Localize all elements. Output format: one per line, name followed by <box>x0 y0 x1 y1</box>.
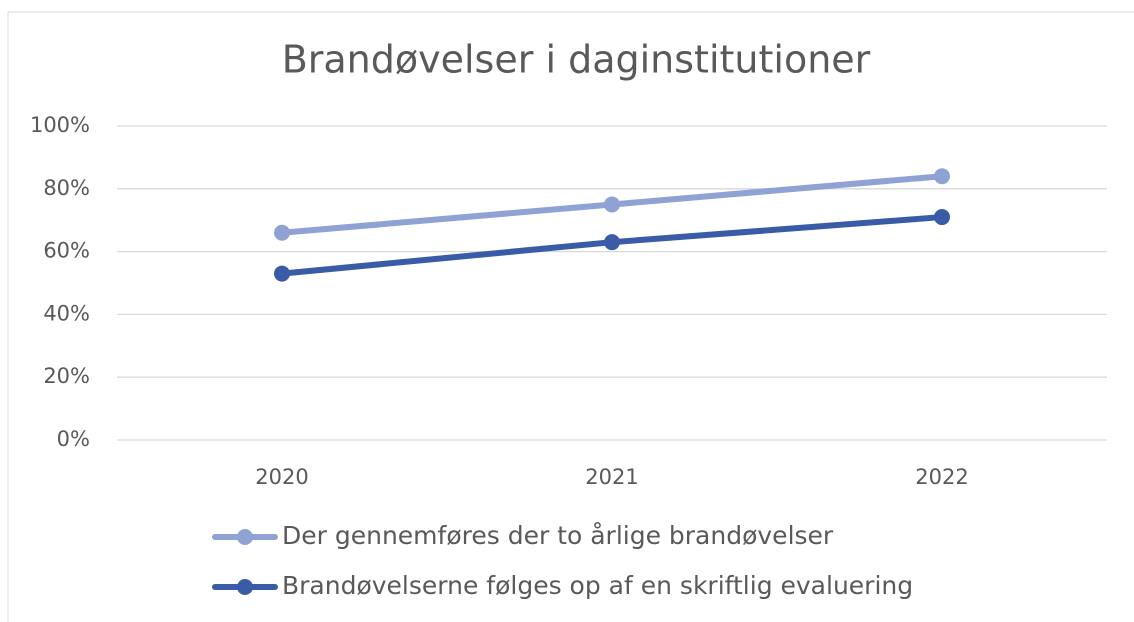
x-tick-label: 2021 <box>585 465 638 489</box>
x-tick-label: 2022 <box>915 465 968 489</box>
y-tick-label: 60% <box>43 239 90 263</box>
y-tick-label: 0% <box>57 427 90 451</box>
chart-border <box>7 11 1134 622</box>
legend-label: Der gennemføres der to årlige brandøvels… <box>282 521 834 550</box>
data-point <box>604 196 620 213</box>
legend-marker <box>237 529 253 545</box>
y-tick-label: 80% <box>43 176 90 200</box>
chart-title: Brandøvelser i daginstitutioner <box>282 38 871 82</box>
data-point <box>934 209 950 226</box>
data-point <box>934 168 950 185</box>
legend-marker <box>237 579 253 595</box>
data-point <box>274 224 290 241</box>
y-tick-label: 20% <box>43 364 90 388</box>
y-tick-label: 100% <box>30 113 90 137</box>
legend-label: Brandøvelserne følges op af en skriftlig… <box>282 571 913 600</box>
x-tick-label: 2020 <box>255 465 308 489</box>
data-point <box>274 265 290 282</box>
data-point <box>604 234 620 251</box>
y-tick-label: 40% <box>43 301 90 325</box>
